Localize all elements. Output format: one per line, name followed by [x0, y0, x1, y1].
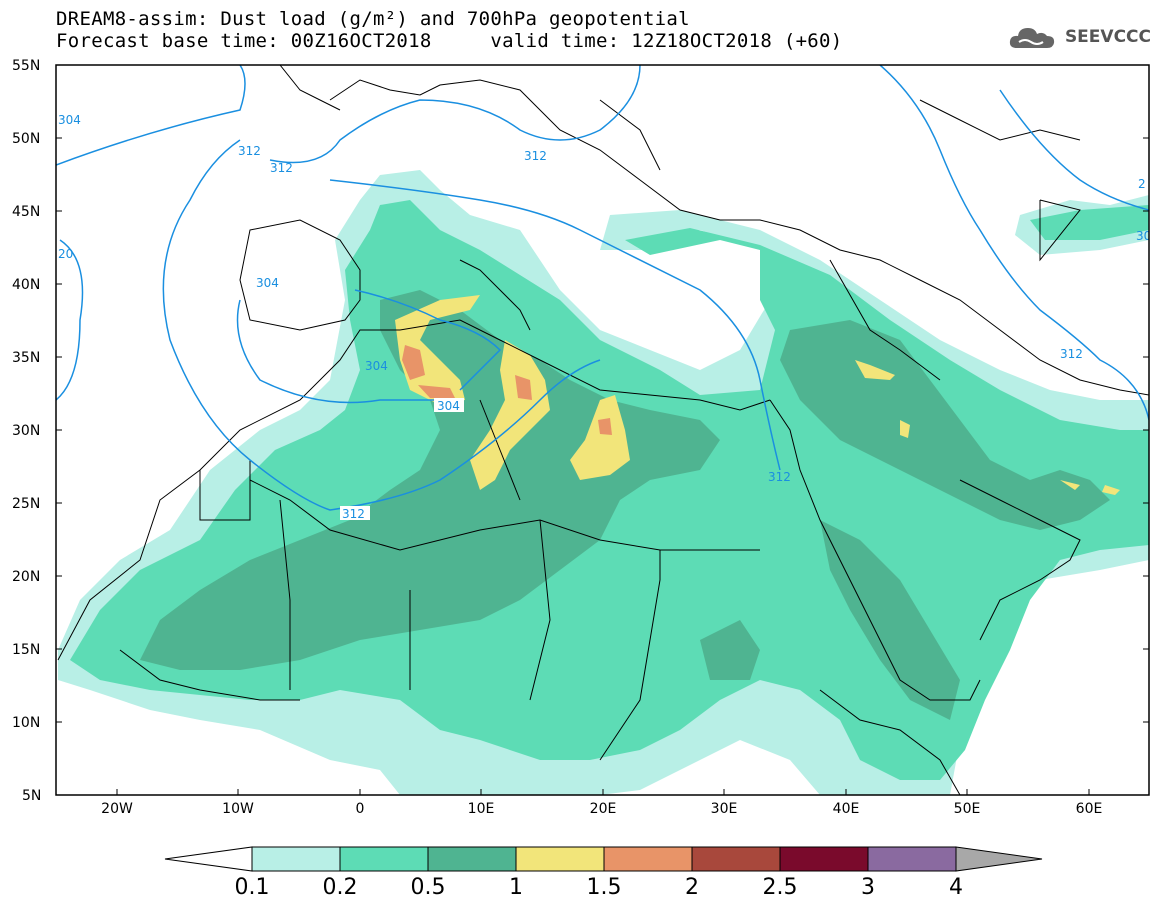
lon-tick-label: 10E: [468, 801, 495, 817]
colorbar-label: 1.5: [587, 875, 622, 900]
map-title: DREAM8-assim: Dust load (g/m²) and 700hP…: [56, 8, 690, 30]
dust-layer-1.5-egypt: [598, 418, 612, 435]
lat-tick-label: 15N: [12, 642, 40, 658]
dust-layer-0.5-arabia: [820, 520, 960, 720]
colorbar-bin: [779, 846, 869, 872]
lat-tick-label: 5N: [22, 788, 41, 804]
lon-tick-label: 50E: [954, 801, 981, 817]
lat-tick-label: 20N: [12, 569, 40, 585]
dust-layer-0.2-black-sea: [1030, 205, 1149, 240]
lat-tick-label: 35N: [12, 350, 40, 366]
colorbar-label: 4: [949, 875, 963, 900]
dust-layer-1-iraq: [855, 360, 895, 380]
contour-label: 30: [1136, 229, 1151, 243]
geopotential-contours: [56, 65, 1149, 511]
colorbar-bin: [251, 846, 341, 872]
colorbar-high-arrow: [955, 846, 1043, 872]
lon-tick-label: 20E: [590, 801, 617, 817]
colorbar-label: 1: [509, 875, 523, 900]
contour-label: 312: [524, 149, 547, 163]
colorbar-label: 0.2: [323, 875, 358, 900]
logo-text: SEEVCCC: [1064, 27, 1151, 47]
colorbar-legend: 0.1 0.2 0.5 1 1.5 2 2.5 3 4: [164, 846, 1043, 900]
lon-tick-label: 0: [356, 801, 365, 817]
lon-tick-label: 40E: [833, 801, 860, 817]
valid-time: valid time: 12Z18OCT2018 (+60): [490, 30, 843, 52]
lon-tick-label: 60E: [1076, 801, 1103, 817]
base-time: Forecast base time: 00Z16OCT2018: [56, 30, 432, 52]
lat-tick-label: 50N: [12, 131, 40, 147]
lat-tick-label: 40N: [12, 277, 40, 293]
contour-label: 312: [768, 470, 791, 484]
lat-tick-label: 10N: [12, 715, 40, 731]
contour-label: 312: [1060, 347, 1083, 361]
dust-layer-1.5-libya: [515, 375, 532, 400]
colorbar-bin: [427, 846, 517, 872]
lat-tick-label: 25N: [12, 496, 40, 512]
cloud-icon: [1009, 28, 1055, 48]
colorbar-low-arrow: [164, 846, 253, 872]
dust-layer-1-egypt: [570, 395, 630, 480]
contour-label: 312: [238, 144, 261, 158]
dust-layer-1.5-south: [418, 385, 455, 398]
seevccc-logo: SEEVCCC: [1009, 24, 1151, 50]
lat-tick-label: 45N: [12, 204, 40, 220]
colorbar-label: 3: [861, 875, 875, 900]
colorbar-label: 0.5: [411, 875, 446, 900]
country-borders: [57, 65, 1149, 795]
colorbar-label: 2.5: [763, 875, 798, 900]
contour-label: 304: [437, 399, 460, 413]
dust-layer-0.5: [140, 290, 720, 670]
contour-label: 304: [58, 113, 81, 127]
map-subtitle: Forecast base time: 00Z16OCT2018 valid t…: [56, 30, 843, 52]
map-canvas: 304 312 312 20 304 304 304 312 312 312 3…: [56, 65, 1151, 795]
colorbar-bin: [603, 846, 693, 872]
colorbar-bin: [339, 846, 429, 872]
lon-tick-label: 10W: [222, 801, 254, 817]
lat-tick-label: 30N: [12, 423, 40, 439]
lon-tick-label: 30E: [711, 801, 738, 817]
contour-label: 312: [342, 507, 365, 521]
contour-labels: 304 312 312 20 304 304 304 312 312 312 3…: [58, 113, 1151, 521]
map-header: DREAM8-assim: Dust load (g/m²) and 700hP…: [56, 8, 843, 52]
longitude-axis: 20W 10W 0 10E 20E 30E 40E 50E 60E: [101, 789, 1102, 817]
colorbar-label: 0.1: [235, 875, 270, 900]
contour-label: 2: [1138, 177, 1146, 191]
latitude-axis: 55N 50N 45N 40N 35N 30N 25N 20N 15N 10N …: [12, 58, 1149, 804]
dust-layer-0.5-south: [700, 620, 760, 680]
contour-label: 20: [58, 247, 73, 261]
colorbar-label: 2: [685, 875, 699, 900]
colorbar-bin: [691, 846, 781, 872]
contour-label: 304: [365, 359, 388, 373]
lat-tick-label: 55N: [12, 58, 40, 74]
lon-tick-label: 20W: [101, 801, 133, 817]
dust-layer-1.5: [402, 345, 425, 380]
colorbar-bin: [867, 846, 957, 872]
contour-label: 304: [256, 276, 279, 290]
dust-shading: [58, 170, 1149, 795]
contour-label: 312: [270, 161, 293, 175]
dust-layer-1-libya: [470, 340, 550, 490]
colorbar-bin: [515, 846, 605, 872]
